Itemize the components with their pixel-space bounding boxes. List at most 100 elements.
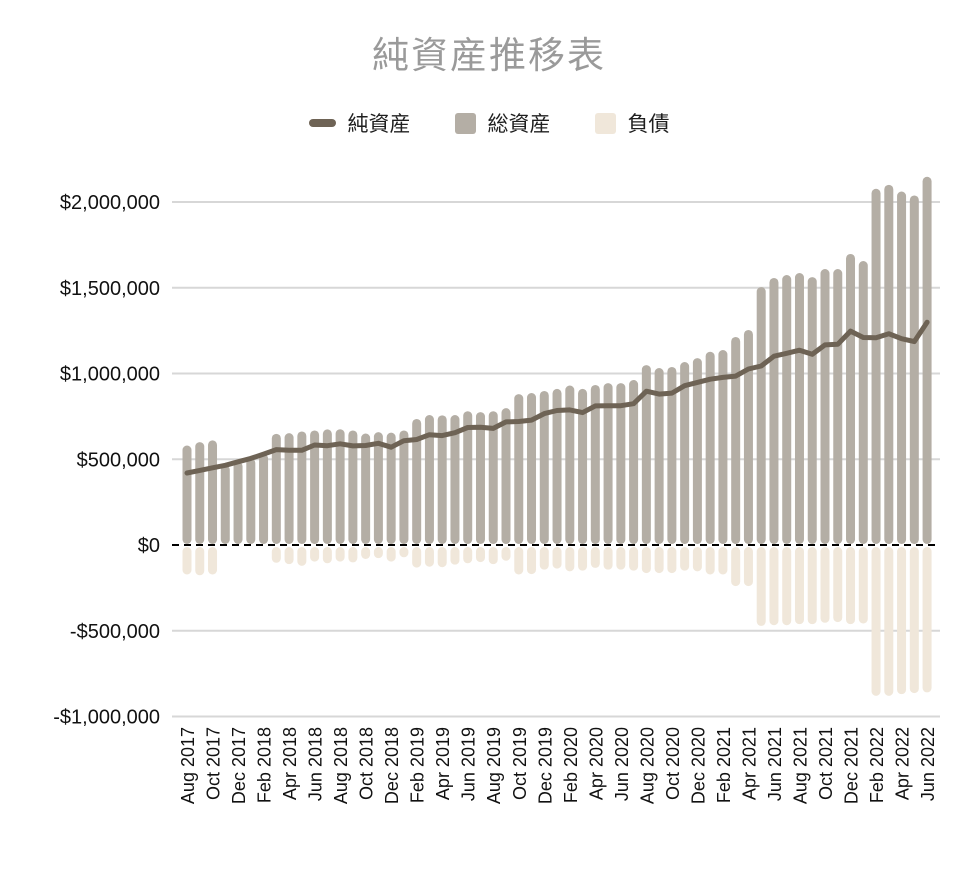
total-assets-bar (884, 184, 894, 544)
liabilities-bar (897, 547, 907, 695)
liabilities-bar (692, 547, 702, 572)
liabilities-bar (310, 547, 320, 562)
liabilities-bar (680, 547, 690, 571)
liabilities-bar (488, 547, 498, 565)
liabilities-bar (769, 547, 779, 626)
x-axis-label: Aug 2019 (484, 727, 504, 804)
x-axis-label: Oct 2018 (357, 727, 377, 800)
liabilities-bar (437, 547, 447, 568)
total-assets-bar (310, 430, 320, 544)
liabilities-bar (667, 547, 677, 574)
total-assets-swatch-icon (454, 112, 476, 134)
total-assets-bar (743, 329, 753, 544)
liabilities-bar (284, 547, 294, 565)
total-assets-bar (871, 188, 881, 544)
total-assets-bar (208, 440, 218, 544)
total-assets-bar (909, 195, 919, 544)
x-axis-label: Jun 2018 (306, 727, 326, 801)
liabilities-bar (527, 547, 537, 575)
total-assets-bar (858, 260, 868, 544)
x-axis-label: Apr 2022 (893, 727, 913, 800)
x-axis-label: Jun 2021 (765, 727, 785, 801)
legend-item-net-assets: 純資産 (308, 108, 411, 138)
x-axis-label: Feb 2019 (408, 727, 428, 803)
liabilities-bar (782, 547, 792, 626)
liabilities-bar (271, 547, 281, 563)
x-axis-label: Aug 2021 (790, 727, 810, 804)
liabilities-bar (565, 547, 575, 572)
total-assets-bar (475, 412, 485, 544)
liabilities-bar (322, 547, 332, 564)
total-assets-bar (718, 350, 728, 544)
y-axis-label: -$500,000 (70, 621, 160, 643)
total-assets-bar (794, 273, 804, 544)
liabilities-bar (552, 547, 562, 569)
x-axis-label: Apr 2021 (739, 727, 759, 800)
x-axis-label: Feb 2020 (561, 727, 581, 803)
net-assets-line (184, 319, 930, 476)
liabilities-bar (807, 547, 817, 625)
y-axis-label: $1,500,000 (60, 278, 160, 300)
x-axis-label: Oct 2021 (816, 727, 836, 800)
total-assets-bar (680, 362, 690, 544)
liabilities-bar (578, 547, 588, 571)
total-assets-bar (386, 432, 396, 544)
liabilities-bar (743, 547, 753, 587)
y-axis-label: $0 (138, 535, 160, 557)
total-assets-bar (731, 336, 741, 544)
chart-legend: 純資産 総資産 負債 (0, 108, 978, 138)
liabilities-bar (501, 547, 511, 561)
liabilities-bar (297, 547, 307, 566)
total-assets-bar (246, 458, 256, 544)
total-assets-bar (373, 432, 383, 544)
liabilities-bar (833, 547, 843, 623)
liabilities-bar (922, 547, 932, 693)
total-assets-bar (629, 380, 639, 544)
liabilities-bar (412, 547, 422, 568)
chart-title: 純資産推移表 (372, 35, 606, 76)
total-assets-bar (897, 191, 907, 544)
total-assets-bar (539, 390, 549, 544)
total-assets-bar (182, 445, 192, 544)
x-axis-label: Apr 2019 (433, 727, 453, 800)
liabilities-bar (871, 547, 881, 696)
total-assets-bar (616, 383, 626, 544)
net-assets-line-swatch-icon (308, 119, 336, 127)
liabilities-bar (335, 547, 345, 562)
x-axis-label: Dec 2018 (382, 727, 402, 804)
total-assets-bar (641, 365, 651, 544)
liabilities-bar (718, 547, 728, 575)
x-axis-label: Jun 2019 (459, 727, 479, 801)
liabilities-bar (450, 547, 460, 565)
liabilities-bar (463, 547, 473, 564)
total-assets-bar (820, 269, 830, 544)
total-assets-bar (284, 433, 294, 544)
total-assets-bar (348, 430, 358, 544)
legend-label-total-assets: 総資産 (487, 113, 551, 136)
liabilities-bar (386, 547, 396, 562)
x-axis-label: Feb 2022 (867, 727, 887, 803)
total-assets-bar (756, 287, 766, 544)
total-assets-bar (654, 368, 664, 544)
x-axis-label: Dec 2019 (535, 727, 555, 804)
legend-label-net-assets: 純資産 (347, 113, 411, 136)
liabilities-bar (373, 547, 383, 559)
y-axis-label: -$1,000,000 (53, 707, 160, 729)
total-assets-bar (195, 442, 205, 544)
total-assets-bar (271, 433, 281, 544)
total-assets-bar (692, 358, 702, 544)
liabilities-bar (794, 547, 804, 625)
y-axis-label: $2,000,000 (60, 192, 160, 214)
liabilities-bar (424, 547, 434, 567)
liabilities-bar (654, 547, 664, 574)
liabilities-bar (909, 547, 919, 694)
total-assets-bar (603, 383, 613, 544)
liabilities-bar (731, 547, 741, 587)
total-assets-bar (769, 277, 779, 544)
liabilities-bar (603, 547, 613, 570)
x-axis-label: Oct 2019 (510, 727, 530, 800)
liabilities-bar (629, 547, 639, 571)
x-axis-label: Oct 2017 (204, 727, 224, 800)
x-axis-label: Dec 2021 (842, 727, 862, 804)
